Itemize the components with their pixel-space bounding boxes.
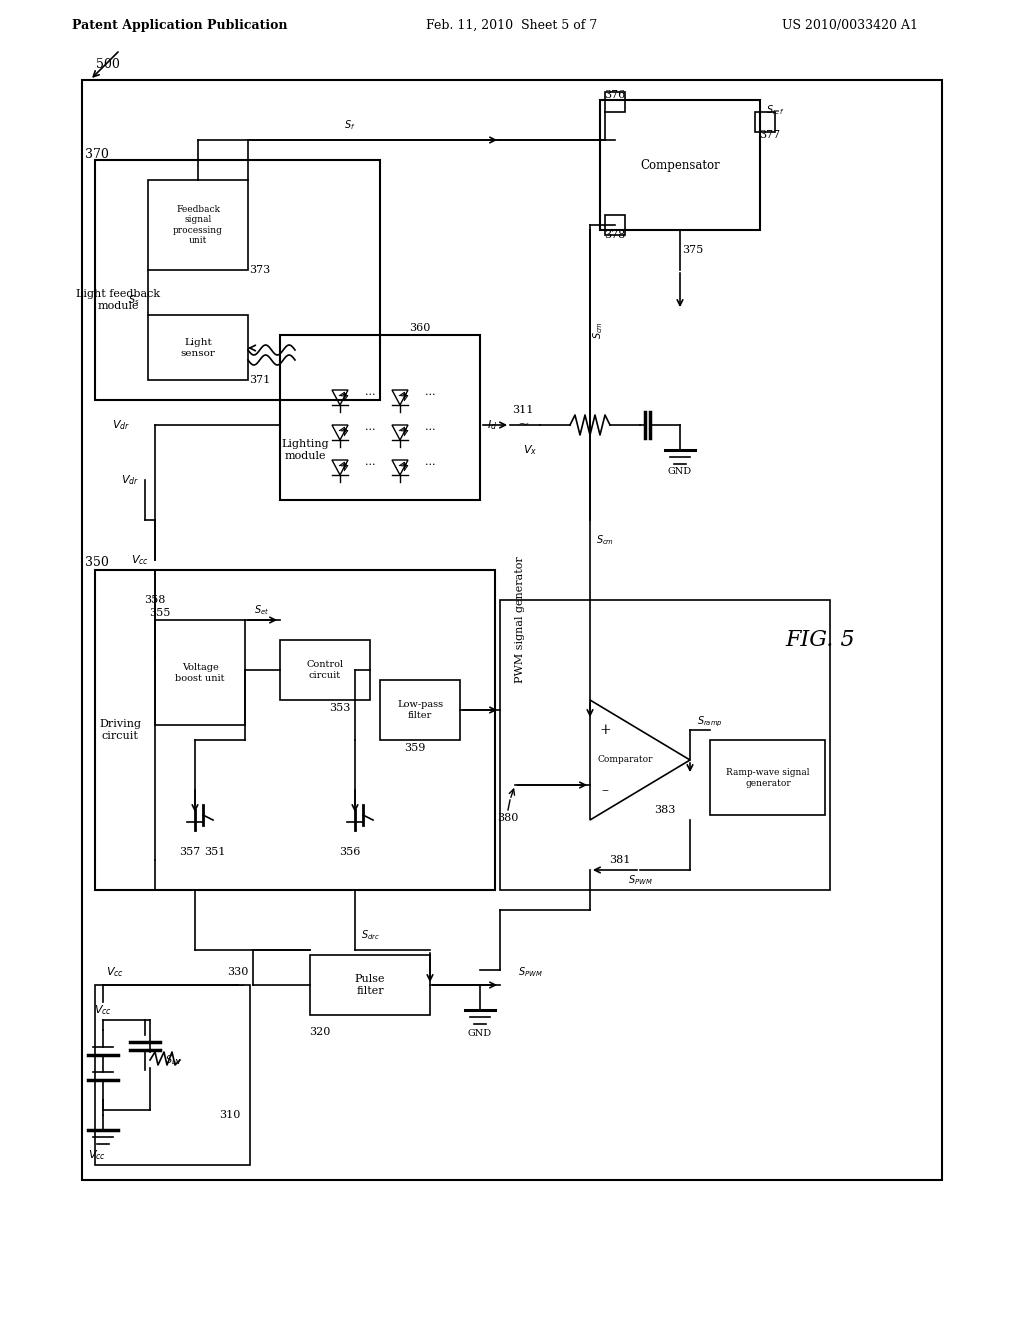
Text: $S_{cm}$: $S_{cm}$ (591, 321, 605, 339)
Text: Feb. 11, 2010  Sheet 5 of 7: Feb. 11, 2010 Sheet 5 of 7 (426, 18, 598, 32)
Text: Compensator: Compensator (640, 158, 720, 172)
Text: Patent Application Publication: Patent Application Publication (73, 18, 288, 32)
Text: $V_{cc}$: $V_{cc}$ (105, 965, 124, 979)
Text: ...: ... (425, 457, 435, 467)
Text: 378: 378 (604, 230, 626, 240)
Text: 330: 330 (227, 968, 249, 977)
Text: 351: 351 (205, 847, 225, 857)
Text: 359: 359 (404, 743, 426, 752)
Text: ...: ... (425, 422, 435, 432)
Bar (605, 92, 625, 112)
Text: Voltage
boost unit: Voltage boost unit (175, 663, 224, 682)
Text: 500: 500 (96, 58, 120, 71)
Text: ~: ~ (517, 418, 528, 432)
Bar (755, 112, 775, 132)
Text: $S_{drc}$: $S_{drc}$ (360, 928, 380, 942)
Text: Lighting
module: Lighting module (282, 440, 329, 461)
Text: Control
circuit: Control circuit (306, 660, 344, 680)
Text: 357: 357 (179, 847, 201, 857)
Text: 360: 360 (410, 323, 431, 333)
Text: $S_{cm}$: $S_{cm}$ (596, 533, 614, 546)
Text: Pulse
filter: Pulse filter (354, 974, 385, 995)
Bar (600, 100, 760, 230)
Bar (710, 741, 825, 814)
Text: 311: 311 (512, 405, 534, 414)
Text: 356: 356 (339, 847, 360, 857)
Bar (95, 570, 495, 890)
Text: Light feedback
module: Light feedback module (76, 289, 160, 310)
Text: $V_x$: $V_x$ (523, 444, 538, 457)
Text: ~: ~ (231, 977, 245, 994)
Text: $S_{PWM}$: $S_{PWM}$ (518, 965, 543, 979)
Bar (310, 954, 430, 1015)
Bar (280, 640, 370, 700)
Text: ...: ... (365, 387, 375, 397)
Bar (380, 680, 460, 741)
Text: $V_{cc}$: $V_{cc}$ (131, 553, 150, 566)
Text: $I_d$: $I_d$ (486, 418, 497, 432)
Bar (280, 335, 480, 500)
Text: 370: 370 (85, 149, 109, 161)
Text: –: – (601, 783, 608, 797)
Text: $S_{ref}$: $S_{ref}$ (766, 103, 784, 117)
Text: Feedback
signal
processing
unit: Feedback signal processing unit (173, 205, 223, 246)
Bar (605, 215, 625, 235)
Text: $S_{PWM}$: $S_{PWM}$ (628, 873, 652, 887)
Text: 381: 381 (609, 855, 631, 865)
Bar (155, 620, 245, 725)
Text: $V_{dr}$: $V_{dr}$ (112, 418, 130, 432)
Text: ...: ... (365, 457, 375, 467)
Text: Comparator: Comparator (597, 755, 652, 764)
Text: $S_f$: $S_f$ (344, 117, 355, 132)
Text: $S_s$: $S_s$ (128, 293, 140, 306)
Text: FIG. 5: FIG. 5 (785, 630, 855, 651)
Text: $V_{cc}$: $V_{cc}$ (88, 1148, 106, 1162)
Text: $S_{ramp}$: $S_{ramp}$ (697, 715, 723, 729)
Text: 355: 355 (150, 609, 171, 618)
Text: $V_{dr}$: $V_{dr}$ (121, 473, 139, 487)
Text: GND: GND (468, 1028, 493, 1038)
Text: 383: 383 (654, 805, 676, 814)
Text: ...: ... (425, 387, 435, 397)
Text: PWM signal generator: PWM signal generator (515, 557, 525, 684)
Text: +: + (599, 723, 610, 737)
Text: 310: 310 (219, 1110, 241, 1119)
Text: 320: 320 (309, 1027, 331, 1038)
Text: ...: ... (365, 422, 375, 432)
Text: 371: 371 (250, 375, 270, 385)
Text: Ramp-wave signal
generator: Ramp-wave signal generator (726, 768, 810, 788)
Text: $S_{LN}$: $S_{LN}$ (165, 1053, 182, 1067)
Bar (95, 985, 250, 1166)
Text: Driving
circuit: Driving circuit (99, 719, 141, 741)
Text: 376: 376 (604, 90, 626, 100)
Text: 353: 353 (330, 704, 350, 713)
Text: 358: 358 (144, 595, 166, 605)
Bar (95, 160, 380, 400)
Text: 350: 350 (85, 556, 109, 569)
Text: Low-pass
filter: Low-pass filter (397, 701, 443, 719)
Text: 380: 380 (498, 813, 519, 822)
Text: $S_{et}$: $S_{et}$ (254, 603, 269, 616)
Bar (148, 315, 248, 380)
Text: 377: 377 (760, 129, 780, 140)
Text: $V_{cc}$: $V_{cc}$ (94, 1003, 112, 1016)
Text: US 2010/0033420 A1: US 2010/0033420 A1 (782, 18, 918, 32)
Text: Light
sensor: Light sensor (180, 338, 215, 358)
Bar (148, 180, 248, 271)
Text: GND: GND (668, 467, 692, 477)
Bar (82, 81, 942, 1180)
Text: 373: 373 (250, 265, 270, 275)
Text: 375: 375 (682, 246, 703, 255)
Bar (500, 601, 830, 890)
